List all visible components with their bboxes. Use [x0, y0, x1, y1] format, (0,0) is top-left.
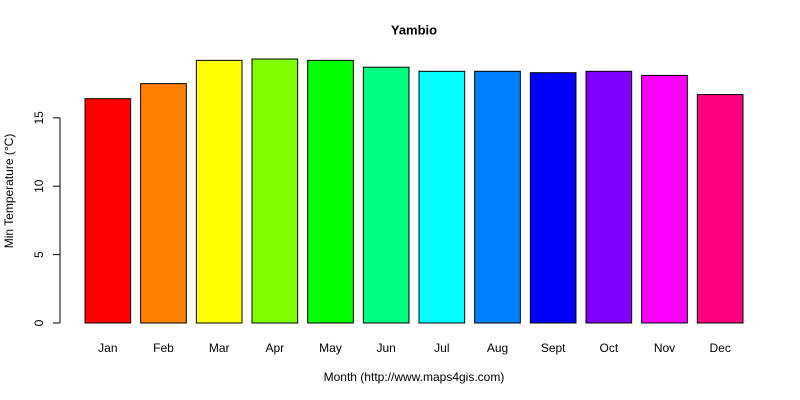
y-tick-label: 10 [32, 179, 46, 193]
x-tick-label: Oct [599, 341, 618, 355]
y-tick-label: 15 [32, 111, 46, 125]
bar [418, 70, 466, 324]
x-tick-label: Nov [654, 341, 675, 355]
bar [195, 59, 243, 324]
x-tick-label: Sept [541, 341, 566, 355]
bar [251, 58, 299, 324]
bar [140, 83, 187, 324]
x-tick-label: Dec [709, 341, 730, 355]
x-tick-label: Mar [209, 341, 230, 355]
x-tick-label: Feb [153, 341, 174, 355]
x-axis-label: Month (http://www.maps4gis.com) [324, 370, 505, 384]
x-tick-label: Jun [376, 341, 395, 355]
x-tick-label: Jul [434, 341, 449, 355]
bar [362, 66, 410, 324]
x-tick-label: Aug [487, 341, 508, 355]
x-tick-label: Apr [265, 341, 284, 355]
bar [641, 74, 688, 324]
bar [84, 98, 132, 324]
bar [585, 70, 633, 324]
x-tick-label: Jan [98, 341, 117, 355]
y-axis-label: Min Temperature (°C) [2, 134, 16, 249]
bar [696, 94, 744, 324]
bar [307, 59, 354, 324]
y-tick-label: 5 [32, 251, 46, 258]
bar [474, 70, 521, 324]
bar [529, 72, 577, 324]
y-tick-label: 0 [32, 319, 46, 326]
x-tick-label: May [319, 341, 342, 355]
chart-title: Yambio [391, 22, 437, 37]
